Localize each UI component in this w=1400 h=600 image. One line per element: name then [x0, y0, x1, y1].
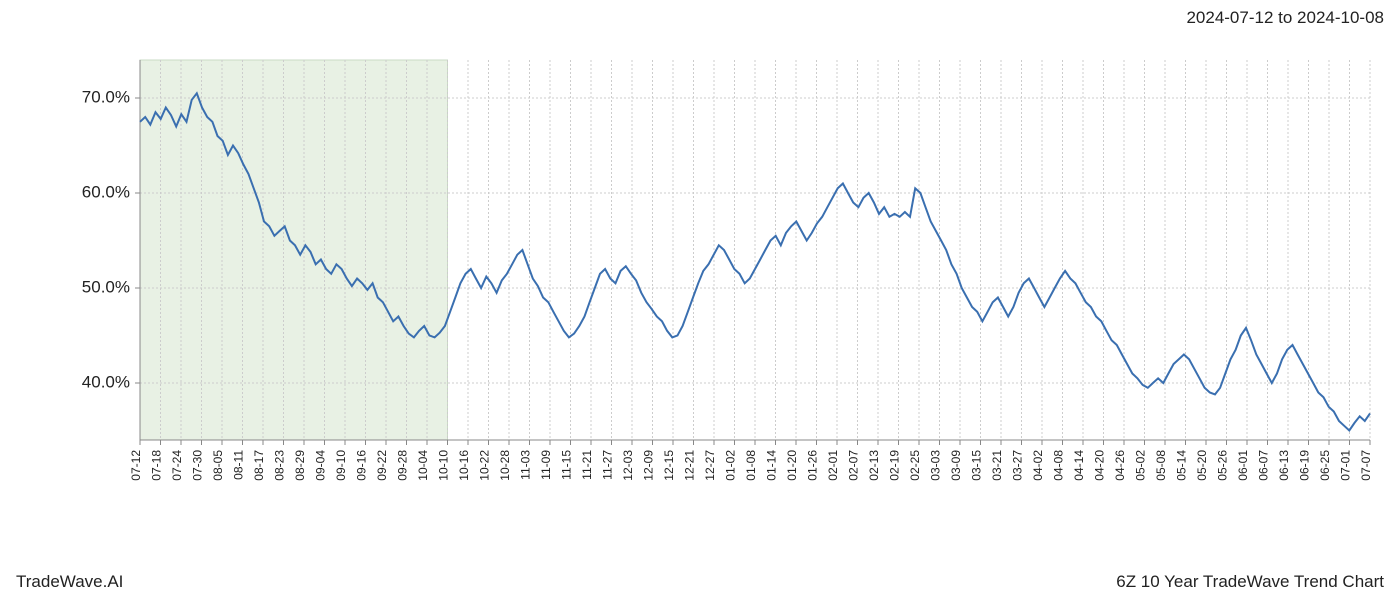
x-tick-label: 04-08 [1052, 450, 1066, 481]
x-tick-label: 09-22 [375, 450, 389, 481]
x-tick-label: 01-08 [744, 450, 758, 481]
x-tick-label: 07-07 [1359, 450, 1373, 481]
y-tick-label: 60.0% [82, 182, 130, 201]
x-tick-label: 08-05 [211, 450, 225, 481]
x-tick-label: 04-20 [1093, 450, 1107, 481]
x-tick-label: 01-20 [785, 450, 799, 481]
x-tick-label: 03-21 [990, 450, 1004, 481]
chart-svg: 40.0% 50.0% 60.0% 70.0% 07-12 07-18 07-24 07-30… [70, 50, 1380, 510]
x-tick-label: 08-17 [252, 450, 266, 481]
x-tick-label: 11-09 [539, 450, 553, 480]
x-tick-label: 06-25 [1318, 450, 1332, 481]
x-tick-label: 11-27 [601, 450, 615, 480]
x-tick-label: 01-02 [724, 450, 738, 481]
x-tick-label: 10-28 [498, 450, 512, 481]
x-tick-label: 07-24 [170, 450, 184, 481]
x-tick-label: 03-09 [949, 450, 963, 481]
x-tick-label: 03-27 [1011, 450, 1025, 481]
x-tick-label: 09-04 [314, 450, 328, 481]
trend-chart: 40.0% 50.0% 60.0% 70.0% 07-12 07-18 07-24 07-30… [70, 50, 1380, 510]
x-tick-label: 11-15 [560, 450, 574, 480]
x-tick-label: 06-01 [1236, 450, 1250, 481]
x-tick-label: 05-20 [1195, 450, 1209, 481]
x-tick-label: 05-26 [1216, 450, 1230, 481]
x-tick-label: 02-01 [826, 450, 840, 481]
x-tick-label: 08-29 [293, 450, 307, 481]
date-range-label: 2024-07-12 to 2024-10-08 [1186, 8, 1384, 28]
x-tick-label: 12-03 [621, 450, 635, 481]
x-tick-label: 05-02 [1134, 450, 1148, 481]
x-tick-label: 09-10 [334, 450, 348, 481]
x-tick-label: 02-13 [867, 450, 881, 481]
x-tick-label: 09-28 [396, 450, 410, 481]
x-tick-label: 12-21 [683, 450, 697, 481]
x-tick-label: 08-11 [232, 450, 246, 480]
x-tick-label: 06-07 [1257, 450, 1271, 481]
x-tick-label: 02-19 [888, 450, 902, 481]
x-tick-label: 05-14 [1175, 450, 1189, 481]
x-tick-label: 06-13 [1277, 450, 1291, 481]
x-tick-label: 04-02 [1031, 450, 1045, 481]
x-tick-label: 02-07 [847, 450, 861, 481]
x-tick-label: 10-10 [437, 450, 451, 481]
x-tick-label: 07-18 [150, 450, 164, 481]
x-tick-label: 03-03 [929, 450, 943, 481]
chart-title: 6Z 10 Year TradeWave Trend Chart [1116, 572, 1384, 592]
x-tick-label: 11-03 [519, 450, 533, 480]
y-tick-label: 50.0% [82, 277, 130, 296]
x-tick-label: 02-25 [908, 450, 922, 481]
x-tick-label: 04-14 [1072, 450, 1086, 481]
brand-label: TradeWave.AI [16, 572, 123, 592]
x-tick-label: 10-16 [457, 450, 471, 481]
x-tick-label: 01-14 [765, 450, 779, 481]
y-tick-label: 70.0% [82, 87, 130, 106]
x-tick-label: 09-16 [355, 450, 369, 481]
x-tick-label: 07-12 [129, 450, 143, 481]
x-tick-label: 01-26 [806, 450, 820, 481]
x-tick-label: 05-08 [1154, 450, 1168, 481]
x-tick-label: 06-19 [1298, 450, 1312, 481]
x-tick-label: 12-27 [703, 450, 717, 481]
x-tick-label: 08-23 [273, 450, 287, 481]
x-tick-label: 12-15 [662, 450, 676, 481]
x-tick-label: 11-21 [580, 450, 594, 480]
x-tick-label: 04-26 [1113, 450, 1127, 481]
x-tick-label: 07-01 [1339, 450, 1353, 481]
x-tick-label: 12-09 [642, 450, 656, 481]
x-tick-label: 03-15 [970, 450, 984, 481]
x-tick-label: 10-22 [478, 450, 492, 481]
x-tick-label: 10-04 [416, 450, 430, 481]
x-tick-label: 07-30 [191, 450, 205, 481]
y-tick-label: 40.0% [82, 372, 130, 391]
